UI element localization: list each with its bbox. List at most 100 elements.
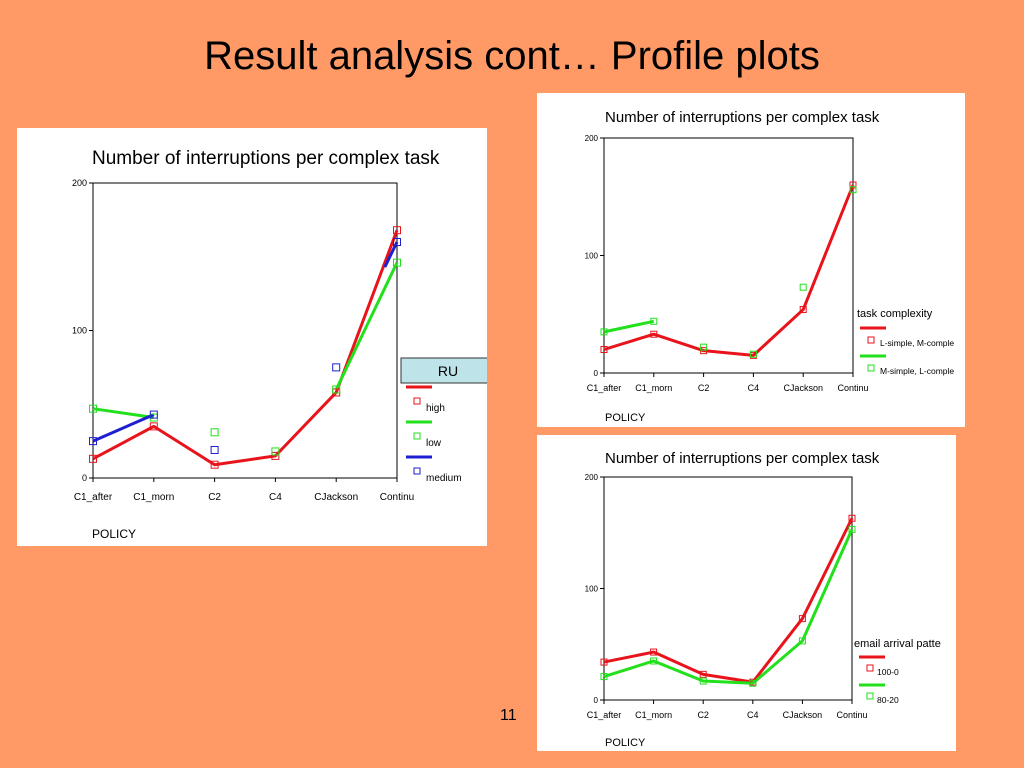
series-line-m-simple-l-comple	[603, 319, 655, 334]
legend-entry: 80-20	[877, 695, 899, 705]
series-line-medium	[92, 413, 155, 443]
data-point	[210, 445, 219, 454]
x-tick-label: C2	[208, 492, 221, 503]
x-tick-label: C4	[748, 383, 760, 393]
x-tick-label: C2	[697, 710, 709, 720]
data-point	[749, 679, 757, 687]
data-point	[393, 258, 401, 267]
y-tick-label: 0	[594, 369, 599, 378]
series-line-low	[334, 262, 399, 391]
y-tick-label: 0	[594, 696, 599, 705]
y-tick-label: 100	[585, 585, 599, 594]
legend-marker	[413, 432, 421, 440]
x-tick-label: CJackson	[783, 710, 823, 720]
x-tick-label: C4	[269, 492, 282, 503]
legend-entry: medium	[426, 473, 462, 484]
chart-title: Number of interruptions per complex task	[605, 450, 880, 467]
data-point	[799, 306, 807, 314]
y-tick-label: 200	[72, 178, 87, 188]
data-point	[699, 677, 707, 685]
x-tick-label: C1_after	[587, 383, 622, 393]
data-point	[149, 422, 158, 431]
data-point	[271, 451, 280, 460]
x-tick-label: C1_after	[74, 492, 113, 503]
data-point	[600, 658, 608, 666]
data-point	[271, 447, 280, 456]
chart-panel-task-complexity: Number of interruptions per complex task…	[537, 93, 965, 427]
legend-entry: low	[426, 438, 442, 449]
data-point	[393, 226, 401, 235]
data-point	[89, 404, 97, 413]
chart-title: Number of interruptions per complex task	[605, 109, 880, 126]
y-tick-label: 100	[585, 252, 599, 261]
legend-entry: 100-0	[877, 667, 899, 677]
legend-title: RU	[438, 363, 458, 379]
x-tick-label: C2	[698, 383, 710, 393]
data-point	[650, 657, 658, 665]
data-point	[650, 330, 658, 338]
data-point	[749, 350, 757, 358]
data-point	[650, 648, 658, 656]
data-point	[332, 385, 341, 394]
legend-marker	[413, 467, 421, 475]
data-point	[700, 347, 708, 355]
legend-entry: L-simple, M-comple	[880, 338, 954, 348]
legend-marker	[866, 692, 874, 700]
y-tick-label: 200	[585, 134, 599, 143]
legend-entry: M-simple, L-comple	[880, 366, 954, 376]
chart-panel-ru: Number of interruptions per complex task…	[17, 128, 487, 546]
data-point	[600, 328, 608, 336]
x-axis-label: POLICY	[605, 412, 646, 424]
x-tick-label: C1_after	[587, 710, 622, 720]
data-point	[332, 363, 341, 372]
data-point	[849, 181, 857, 189]
y-tick-label: 0	[82, 473, 87, 483]
data-point	[700, 343, 708, 351]
x-tick-label: C1_morn	[635, 383, 672, 393]
legend-marker	[866, 664, 874, 672]
x-tick-label: CJackson	[783, 383, 823, 393]
chart-ru: Number of interruptions per complex task…	[72, 148, 487, 541]
chart-email-arrival: Number of interruptions per complex task…	[585, 450, 941, 749]
x-tick-label: Continu	[836, 710, 867, 720]
legend-title-box	[400, 357, 487, 384]
x-axis-label: POLICY	[605, 737, 646, 749]
y-tick-label: 100	[72, 326, 87, 336]
legend-marker	[867, 336, 875, 344]
legend-entry: high	[426, 403, 445, 414]
data-point	[849, 186, 857, 194]
x-tick-label: Continu	[837, 383, 868, 393]
series-line-high	[92, 229, 399, 467]
data-point	[848, 525, 856, 533]
series-line-medium	[383, 241, 399, 268]
x-tick-label: C1_morn	[635, 710, 672, 720]
legend-title: task complexity	[857, 308, 933, 320]
x-axis-label: POLICY	[92, 527, 136, 541]
legend-title: email arrival patte	[854, 638, 941, 650]
chart-task-complexity: Number of interruptions per complex task…	[585, 109, 955, 424]
data-point	[210, 460, 219, 469]
chart-title: Number of interruptions per complex task	[92, 148, 440, 169]
x-tick-label: CJackson	[314, 492, 358, 503]
x-tick-label: C4	[747, 710, 759, 720]
plot-frame	[603, 476, 853, 701]
data-point	[650, 317, 658, 325]
data-point	[210, 428, 219, 437]
data-point	[393, 238, 401, 246]
data-point	[89, 454, 97, 463]
data-point	[600, 346, 608, 353]
series-line-80-20	[603, 528, 854, 685]
chart-panel-email-arrival: Number of interruptions per complex task…	[537, 435, 956, 751]
data-point	[149, 410, 158, 419]
legend-marker	[413, 397, 421, 405]
x-tick-label: Continu	[380, 492, 414, 503]
slide-title: Result analysis cont… Profile plots	[204, 34, 820, 78]
series-line-l-simple-m-comple	[603, 184, 855, 357]
data-point	[89, 437, 97, 446]
series-line-low	[92, 407, 155, 420]
data-point	[798, 615, 806, 623]
legend-marker	[867, 364, 875, 372]
data-point	[848, 514, 856, 522]
page-number: 11	[500, 707, 517, 724]
data-point	[799, 283, 807, 291]
